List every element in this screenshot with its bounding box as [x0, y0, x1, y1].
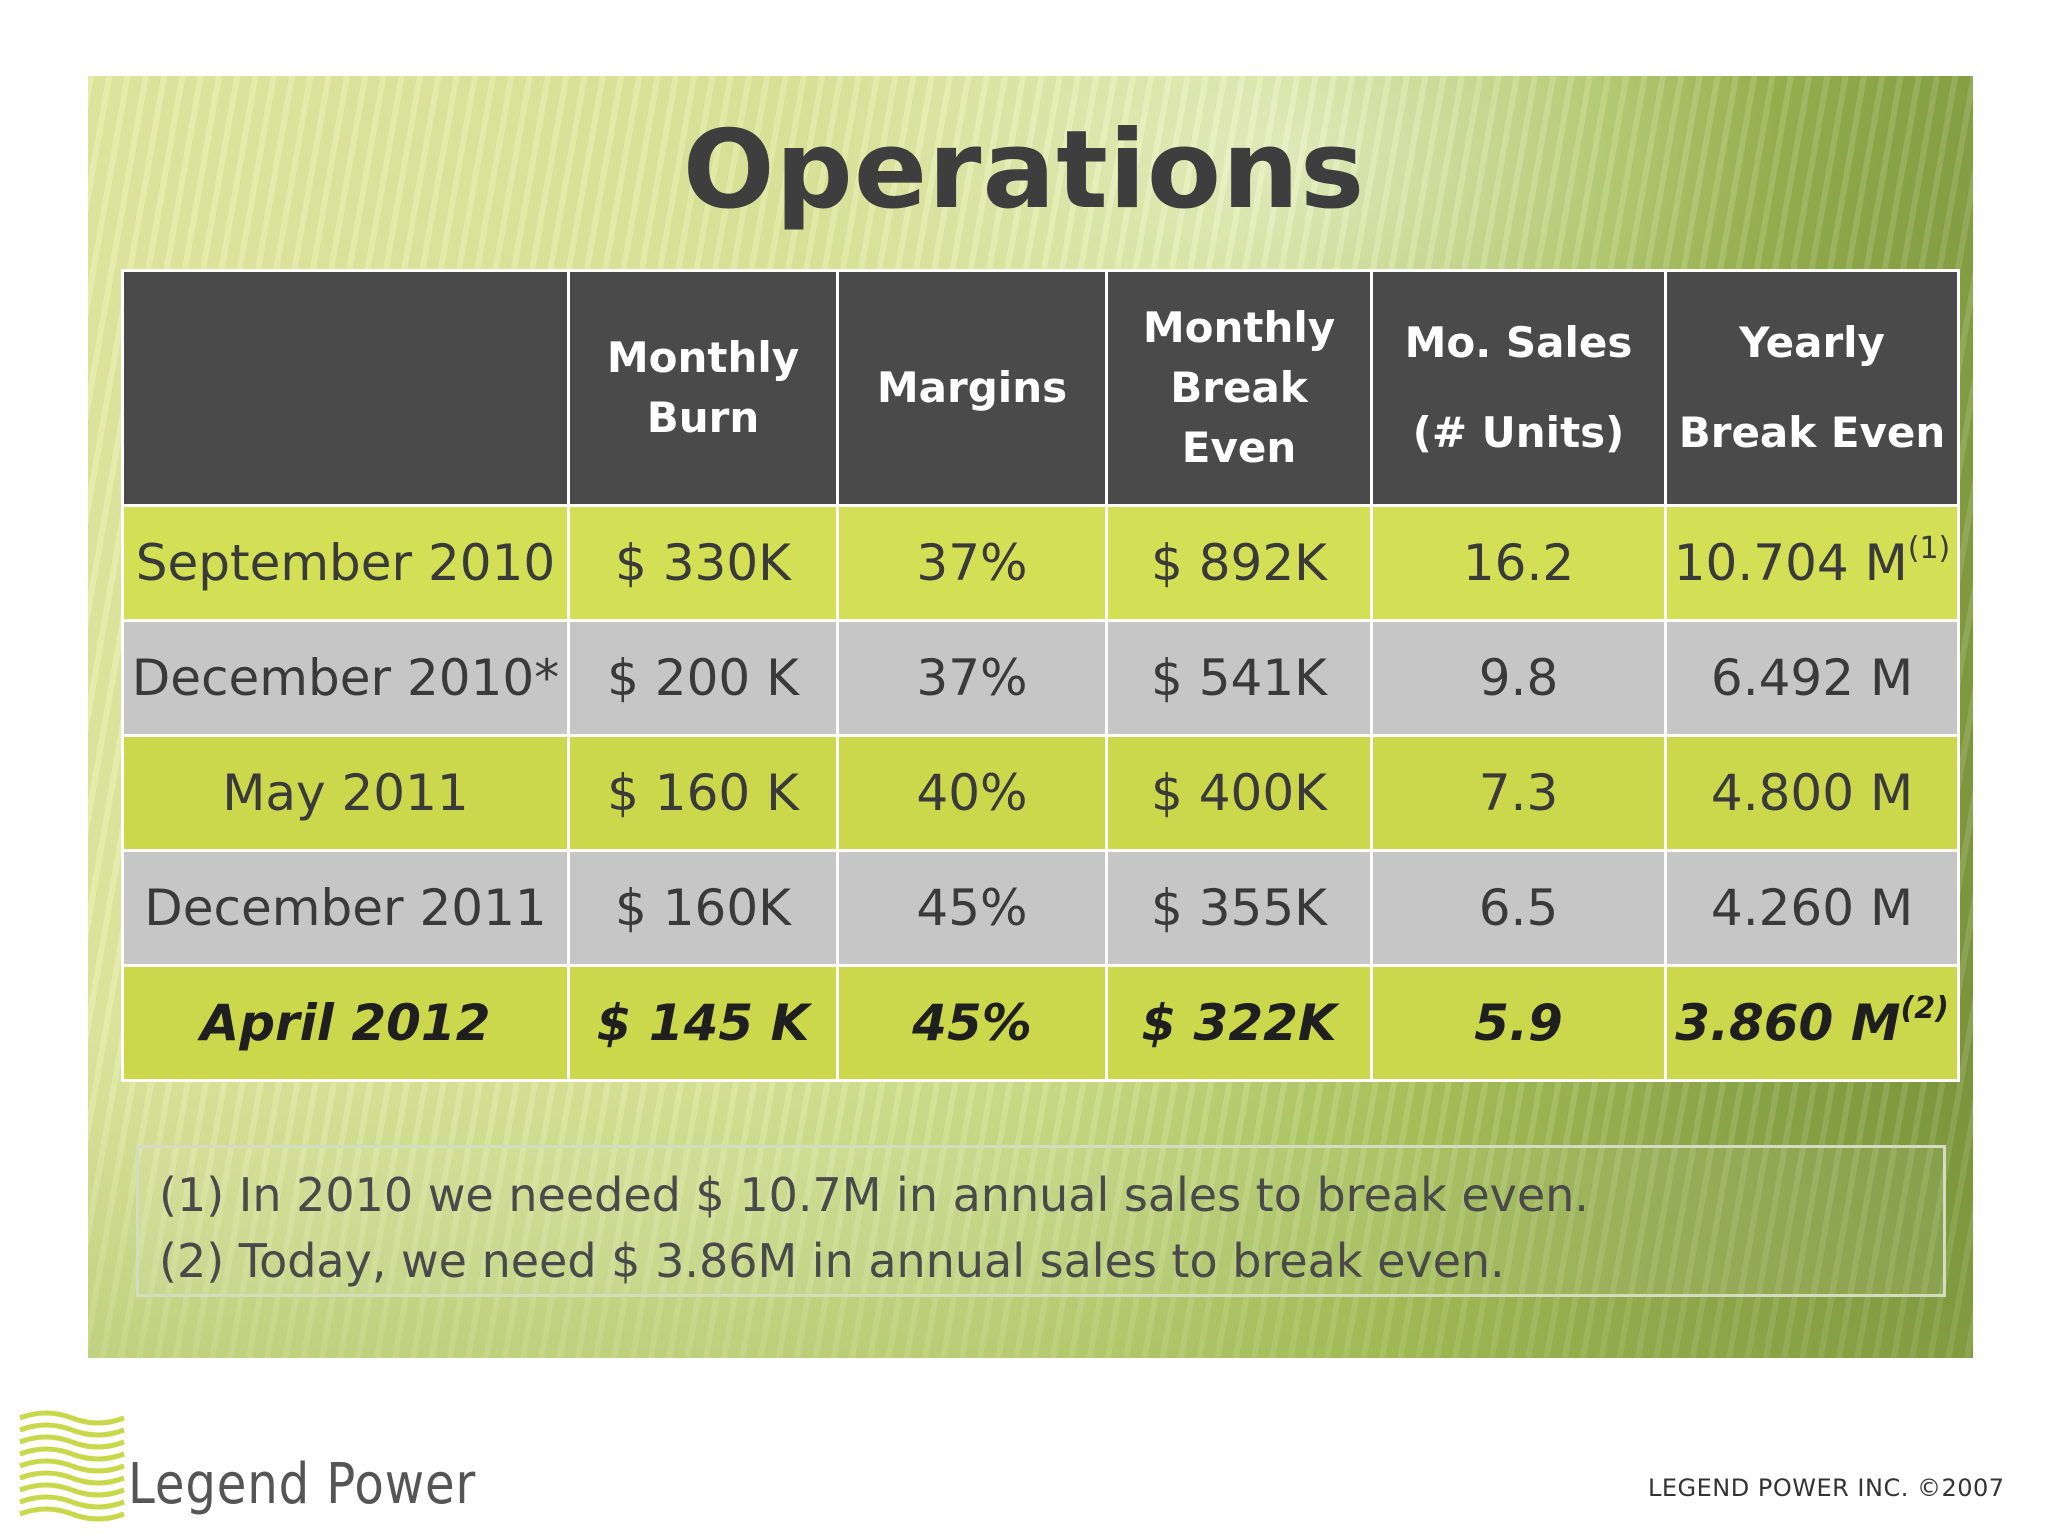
row-break-even: $ 322K	[1105, 964, 1373, 1082]
row-period: December 2011	[121, 849, 570, 967]
header-empty	[121, 269, 570, 507]
row-yearly-value: 3.860 M	[1675, 994, 1901, 1052]
table-row: December 2011 $ 160K 45% $ 355K 6.5 4.26…	[121, 849, 1960, 967]
row-burn: $ 330K	[567, 504, 839, 622]
row-margin: 37%	[836, 619, 1108, 737]
slide-title: Operations	[682, 108, 1366, 233]
footer-copyright: LEGEND POWER INC. ©2007	[1648, 1474, 2005, 1502]
row-break-even: $ 541K	[1105, 619, 1373, 737]
row-yearly: 10.704 M(1)	[1664, 504, 1960, 622]
row-units: 7.3	[1370, 734, 1667, 852]
header-monthly-break-even: Monthly Break Even	[1105, 269, 1373, 507]
header-mo-sales: Mo. Sales (# Units)	[1370, 269, 1667, 507]
row-period: April 2012	[121, 964, 570, 1082]
table-row: May 2011 $ 160 K 40% $ 400K 7.3 4.800 M	[121, 734, 1960, 852]
row-margin: 40%	[836, 734, 1108, 852]
row-units: 9.8	[1370, 619, 1667, 737]
table-row: December 2010* $ 200 K 37% $ 541K 9.8 6.…	[121, 619, 1960, 737]
footnote-1: (1) In 2010 we needed $ 10.7M in annual …	[159, 1168, 1589, 1222]
footnote-marker: (1)	[1907, 531, 1951, 566]
footer-year: ©2007	[1916, 1474, 2005, 1502]
row-units: 5.9	[1370, 964, 1667, 1082]
row-margin: 45%	[836, 964, 1108, 1082]
header-yearly-break-even: Yearly Break Even	[1664, 269, 1960, 507]
row-period: December 2010*	[121, 619, 570, 737]
row-margin: 45%	[836, 849, 1108, 967]
row-break-even: $ 355K	[1105, 849, 1373, 967]
row-margin: 37%	[836, 504, 1108, 622]
row-burn: $ 160 K	[567, 734, 839, 852]
footnotes-box: (1) In 2010 we needed $ 10.7M in annual …	[136, 1145, 1946, 1297]
table-row: September 2010 $ 330K 37% $ 892K 16.2 10…	[121, 504, 1960, 622]
row-yearly-value: 10.704 M	[1673, 534, 1908, 592]
footnote-2: (2) Today, we need $ 3.86M in annual sal…	[159, 1234, 1505, 1288]
header-mo-sales-line1: Mo. Sales	[1404, 318, 1633, 367]
row-yearly: 4.260 M	[1664, 849, 1960, 967]
row-burn: $ 200 K	[567, 619, 839, 737]
row-burn: $ 145 K	[567, 964, 839, 1082]
header-mo-sales-line2: (# Units)	[1412, 408, 1625, 457]
header-margins: Margins	[836, 269, 1108, 507]
logo-wordmark: Legend Power	[128, 1452, 477, 1517]
header-yearly-line2: Break Even	[1678, 408, 1946, 457]
legend-power-logo-icon	[19, 1410, 125, 1522]
header-monthly-burn: Monthly Burn	[567, 269, 839, 507]
row-break-even: $ 892K	[1105, 504, 1373, 622]
footer-company: LEGEND POWER INC.	[1648, 1474, 1909, 1502]
row-units: 16.2	[1370, 504, 1667, 622]
row-yearly: 6.492 M	[1664, 619, 1960, 737]
table-row-highlight: April 2012 $ 145 K 45% $ 322K 5.9 3.860 …	[121, 964, 1960, 1082]
header-yearly-line1: Yearly	[1739, 318, 1885, 367]
row-units: 6.5	[1370, 849, 1667, 967]
row-yearly: 3.860 M(2)	[1664, 964, 1960, 1082]
row-period: September 2010	[121, 504, 570, 622]
table-header-row: Monthly Burn Margins Monthly Break Even …	[121, 269, 1960, 507]
row-period: May 2011	[121, 734, 570, 852]
row-burn: $ 160K	[567, 849, 839, 967]
row-yearly: 4.800 M	[1664, 734, 1960, 852]
footnote-marker: (2)	[1900, 991, 1949, 1026]
row-break-even: $ 400K	[1105, 734, 1373, 852]
operations-table: Monthly Burn Margins Monthly Break Even …	[121, 269, 1960, 1082]
